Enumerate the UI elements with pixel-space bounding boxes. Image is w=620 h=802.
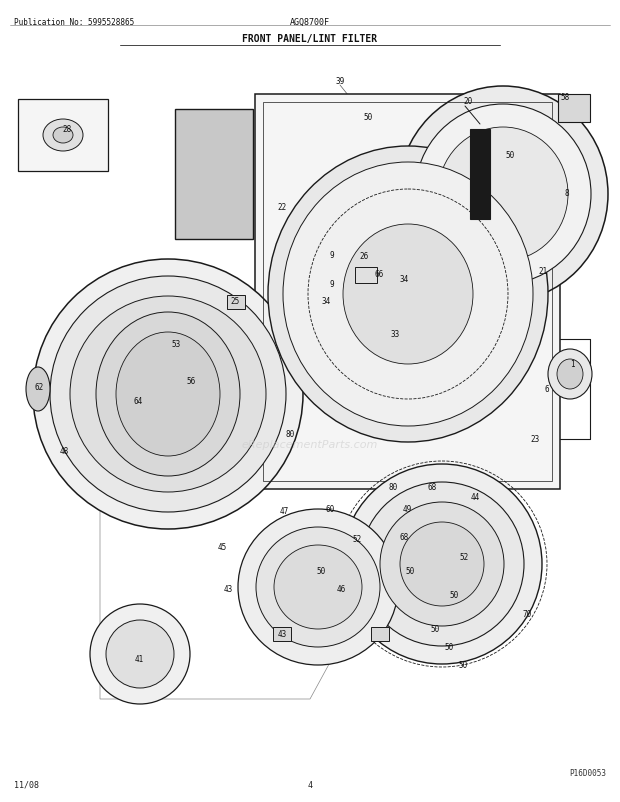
- Ellipse shape: [360, 482, 524, 646]
- Bar: [255, 95, 560, 489]
- Ellipse shape: [268, 147, 548, 443]
- Polygon shape: [470, 130, 490, 220]
- Ellipse shape: [274, 545, 362, 630]
- Ellipse shape: [398, 87, 608, 302]
- Ellipse shape: [33, 260, 303, 529]
- Bar: [18, 100, 108, 172]
- Bar: [273, 627, 291, 642]
- Text: 1: 1: [570, 360, 574, 369]
- Text: Publication No: 5995528865: Publication No: 5995528865: [14, 18, 135, 27]
- Bar: [227, 296, 245, 310]
- Text: 68: 68: [427, 483, 436, 492]
- Text: 58: 58: [560, 92, 570, 101]
- Ellipse shape: [26, 367, 50, 411]
- Bar: [175, 110, 253, 240]
- Ellipse shape: [557, 359, 583, 390]
- Text: 39: 39: [335, 78, 345, 87]
- Bar: [371, 627, 389, 642]
- Text: 80: 80: [388, 483, 397, 492]
- Text: 34: 34: [399, 275, 409, 284]
- Text: 43: 43: [277, 630, 286, 638]
- Text: AGQ8700F: AGQ8700F: [290, 18, 330, 27]
- Ellipse shape: [438, 128, 568, 261]
- Text: 11/08: 11/08: [14, 780, 39, 789]
- Text: 49: 49: [402, 505, 412, 514]
- Text: 45: 45: [218, 543, 227, 552]
- Text: 21: 21: [538, 267, 547, 276]
- Text: 34: 34: [321, 297, 330, 306]
- Text: 44: 44: [471, 493, 480, 502]
- Ellipse shape: [43, 119, 83, 152]
- Text: FRONT PANEL/LINT FILTER: FRONT PANEL/LINT FILTER: [242, 34, 378, 44]
- Ellipse shape: [400, 522, 484, 606]
- Text: eReplacementParts.com: eReplacementParts.com: [242, 439, 378, 449]
- Text: 50: 50: [450, 591, 459, 600]
- Text: 9: 9: [330, 280, 334, 290]
- Ellipse shape: [96, 313, 240, 476]
- Ellipse shape: [380, 502, 504, 626]
- Text: 41: 41: [135, 654, 144, 664]
- Text: 47: 47: [280, 507, 289, 516]
- Text: 22: 22: [277, 203, 286, 213]
- Text: 80: 80: [285, 430, 294, 439]
- Text: 50: 50: [458, 661, 467, 670]
- Text: 9: 9: [330, 251, 334, 260]
- Text: 53: 53: [171, 340, 180, 349]
- Text: 66: 66: [374, 270, 384, 279]
- Text: 50: 50: [405, 567, 415, 576]
- Ellipse shape: [283, 163, 533, 427]
- Ellipse shape: [415, 105, 591, 285]
- Text: 26: 26: [360, 252, 369, 261]
- Text: 48: 48: [60, 447, 69, 456]
- Text: 52: 52: [352, 535, 361, 544]
- Text: 8: 8: [565, 188, 569, 197]
- Text: 50: 50: [316, 567, 326, 576]
- Text: 68: 68: [399, 533, 409, 542]
- Text: 20: 20: [463, 97, 472, 107]
- Text: 46: 46: [337, 585, 345, 593]
- Bar: [558, 95, 590, 123]
- Text: 43: 43: [223, 585, 232, 593]
- Text: 50: 50: [363, 113, 373, 123]
- Bar: [263, 103, 552, 481]
- Ellipse shape: [90, 604, 190, 704]
- Text: 28: 28: [63, 125, 72, 134]
- Text: 56: 56: [187, 377, 196, 386]
- Ellipse shape: [342, 464, 542, 664]
- Text: 64: 64: [133, 397, 143, 406]
- Text: 23: 23: [530, 435, 539, 444]
- Text: 6: 6: [545, 385, 549, 394]
- Text: 52: 52: [459, 553, 469, 561]
- Text: 50: 50: [505, 150, 515, 160]
- Ellipse shape: [548, 350, 592, 399]
- Text: 60: 60: [326, 505, 335, 514]
- Text: 4: 4: [308, 780, 312, 789]
- Ellipse shape: [50, 277, 286, 512]
- Text: 70: 70: [523, 610, 531, 618]
- Text: 33: 33: [391, 330, 400, 339]
- Ellipse shape: [70, 297, 266, 492]
- Text: 62: 62: [34, 383, 43, 392]
- Ellipse shape: [256, 528, 380, 647]
- Ellipse shape: [238, 509, 398, 665]
- Text: 50: 50: [445, 642, 454, 652]
- Text: 50: 50: [430, 625, 440, 634]
- Ellipse shape: [106, 620, 174, 688]
- Text: 25: 25: [231, 297, 239, 306]
- Ellipse shape: [343, 225, 473, 365]
- Bar: [355, 268, 377, 284]
- Ellipse shape: [53, 128, 73, 144]
- Text: P16D0053: P16D0053: [569, 768, 606, 777]
- Ellipse shape: [116, 333, 220, 456]
